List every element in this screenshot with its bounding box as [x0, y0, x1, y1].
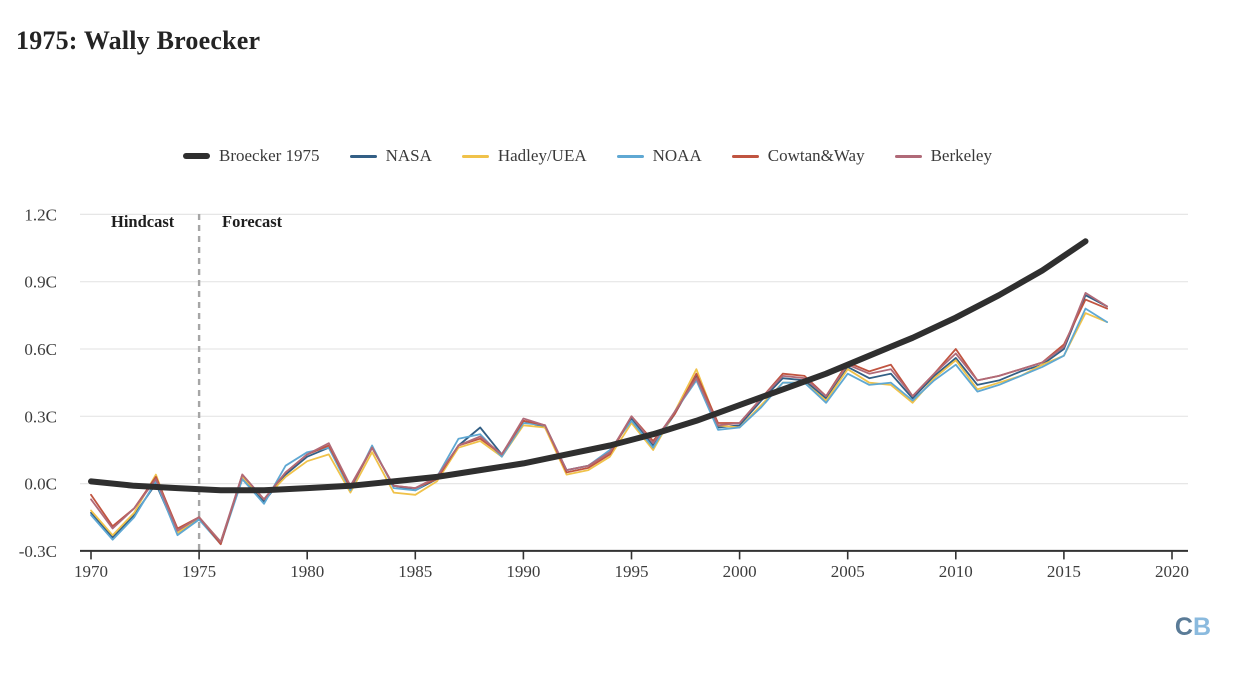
- x-tick-label: 1985: [398, 562, 432, 581]
- y-tick-label: -0.3C: [19, 542, 57, 561]
- y-tick-label: 1.2C: [24, 205, 57, 224]
- legend-swatch: [183, 153, 210, 159]
- y-tick-label: 0.9C: [24, 273, 57, 292]
- series-berkeley: [90, 291, 1108, 543]
- x-tick-label: 2000: [723, 562, 757, 581]
- x-tick-label: 2020: [1155, 562, 1189, 581]
- y-tick-label: 0.3C: [24, 407, 57, 426]
- logo-letter-c: C: [1174, 613, 1193, 641]
- legend-swatch: [349, 154, 377, 158]
- legend-swatch: [731, 154, 759, 158]
- legend-label: Cowtan&Way: [767, 146, 865, 165]
- logo-letter-b: B: [1192, 613, 1211, 641]
- legend-item-noaa[interactable]: NOAA: [616, 146, 702, 166]
- forecast-label: Forecast: [222, 212, 283, 231]
- x-tick-label: 1990: [506, 562, 540, 581]
- x-tick-label: 1995: [615, 562, 649, 581]
- legend-item-hadley-uea[interactable]: Hadley/UEA: [461, 146, 587, 166]
- legend-item-broecker-1975[interactable]: Broecker 1975: [183, 146, 320, 166]
- legend-swatch: [616, 154, 644, 158]
- legend-item-berkeley[interactable]: Berkeley: [894, 146, 992, 166]
- hindcast-label: Hindcast: [111, 212, 175, 231]
- legend-label: NOAA: [652, 146, 702, 165]
- chart-title: 1975: Wally Broecker: [16, 26, 261, 55]
- series-nasa: [90, 294, 1108, 543]
- x-tick-label: 1980: [290, 562, 324, 581]
- series-cowtan-way: [90, 298, 1108, 546]
- series-hadley-uea: [90, 312, 1108, 543]
- legend-item-cowtan-way[interactable]: Cowtan&Way: [731, 146, 865, 166]
- x-tick-label: 1975: [182, 562, 216, 581]
- x-tick-label: 2005: [831, 562, 865, 581]
- legend-label: NASA: [385, 146, 432, 165]
- legend-item-nasa[interactable]: NASA: [349, 146, 432, 166]
- legend-swatch: [461, 154, 489, 158]
- x-tick-label: 2010: [939, 562, 973, 581]
- chart-legend: Broecker 1975 NASA Hadley/UEA NOAA Cowtan&Wa…: [183, 146, 992, 166]
- carbon-brief-logo: CB: [1175, 615, 1211, 640]
- series-noaa: [90, 307, 1108, 546]
- legend-swatch: [894, 154, 922, 158]
- series-broecker-1975: [88, 238, 1089, 494]
- y-tick-label: 0.6C: [24, 340, 57, 359]
- x-tick-label: 1970: [74, 562, 108, 581]
- y-tick-label: 0.0C: [24, 475, 57, 494]
- legend-label: Berkeley: [930, 146, 992, 165]
- legend-label: Hadley/UEA: [497, 146, 587, 165]
- legend-label: Broecker 1975: [219, 146, 320, 165]
- x-tick-label: 2015: [1047, 562, 1081, 581]
